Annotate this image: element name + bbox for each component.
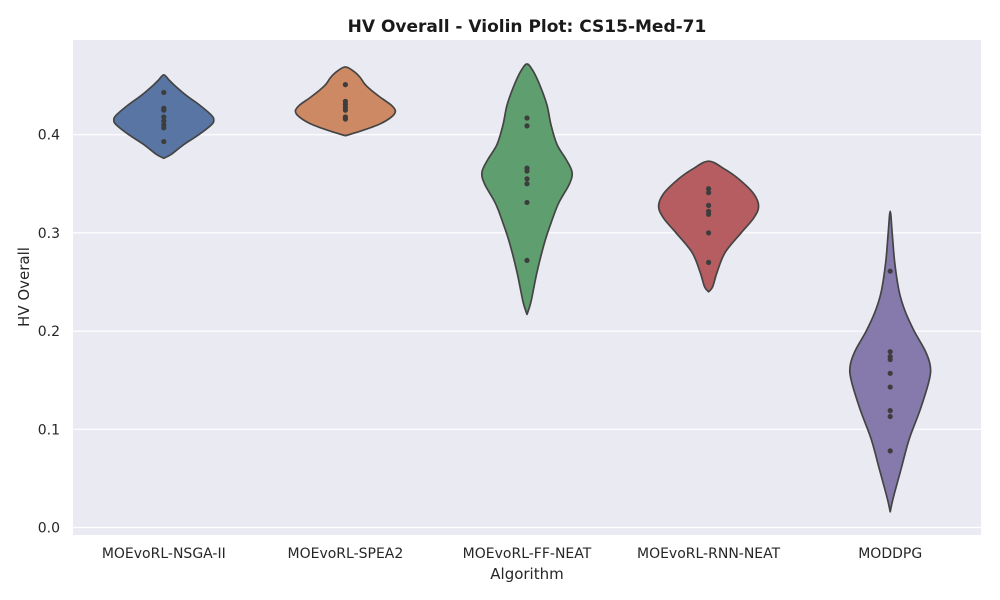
- violin-4: [657, 160, 760, 293]
- violin-1: [112, 73, 215, 160]
- data-point: [524, 115, 530, 121]
- data-point: [161, 138, 167, 145]
- x-tick-label: MOEvoRL-RNN-NEAT: [637, 546, 781, 562]
- y-tick-label: 0.0: [38, 521, 60, 537]
- violins: [112, 63, 932, 513]
- data-point: [161, 118, 167, 124]
- data-point: [524, 123, 530, 129]
- data-point: [161, 114, 167, 120]
- data-point: [887, 448, 893, 454]
- y-tick-label: 0.2: [38, 324, 60, 340]
- violin-5: [848, 210, 932, 513]
- violin-body: [657, 160, 760, 293]
- data-point: [887, 413, 893, 420]
- x-tick-label: MOEvoRL-NSGA-II: [102, 546, 226, 562]
- x-tick-labels: MOEvoRL-NSGA-II MOEvoRL-SPEA2 MOEvoRL-FF-N…: [102, 546, 922, 562]
- data-point: [342, 107, 348, 113]
- data-point: [887, 349, 893, 355]
- data-point: [706, 259, 712, 265]
- y-tick-label: 0.4: [38, 128, 60, 144]
- data-point: [706, 230, 712, 236]
- data-point: [524, 199, 530, 206]
- x-axis-label: Algorithm: [490, 565, 563, 583]
- data-point: [706, 190, 712, 196]
- y-tick-labels: 0.0 0.1 0.2 0.3 0.4: [38, 128, 60, 537]
- violin-2: [294, 66, 397, 137]
- data-point: [524, 176, 530, 182]
- chart-title: HV Overall - Violin Plot: CS15-Med-71: [348, 17, 707, 37]
- data-point: [524, 257, 530, 263]
- data-point: [887, 268, 893, 274]
- data-point: [342, 116, 348, 122]
- violin-body: [480, 63, 574, 316]
- data-point: [887, 356, 893, 363]
- data-point: [706, 202, 712, 209]
- data-point: [706, 186, 712, 192]
- data-point: [524, 168, 530, 174]
- violin-3: [480, 63, 574, 316]
- data-point: [161, 125, 167, 131]
- data-point: [524, 181, 530, 187]
- x-tick-label: MOEvoRL-FF-NEAT: [463, 546, 592, 562]
- data-point: [342, 82, 348, 88]
- data-point: [161, 89, 167, 96]
- y-tick-label: 0.1: [38, 422, 60, 438]
- data-point: [706, 211, 712, 217]
- data-point: [887, 384, 893, 390]
- data-point: [887, 408, 893, 414]
- x-tick-label: MODDPG: [858, 546, 922, 562]
- data-point: [887, 370, 893, 376]
- y-tick-label: 0.3: [38, 226, 60, 242]
- data-point: [161, 107, 167, 113]
- x-tick-label: MOEvoRL-SPEA2: [288, 546, 404, 562]
- y-axis-label: HV Overall: [15, 247, 33, 327]
